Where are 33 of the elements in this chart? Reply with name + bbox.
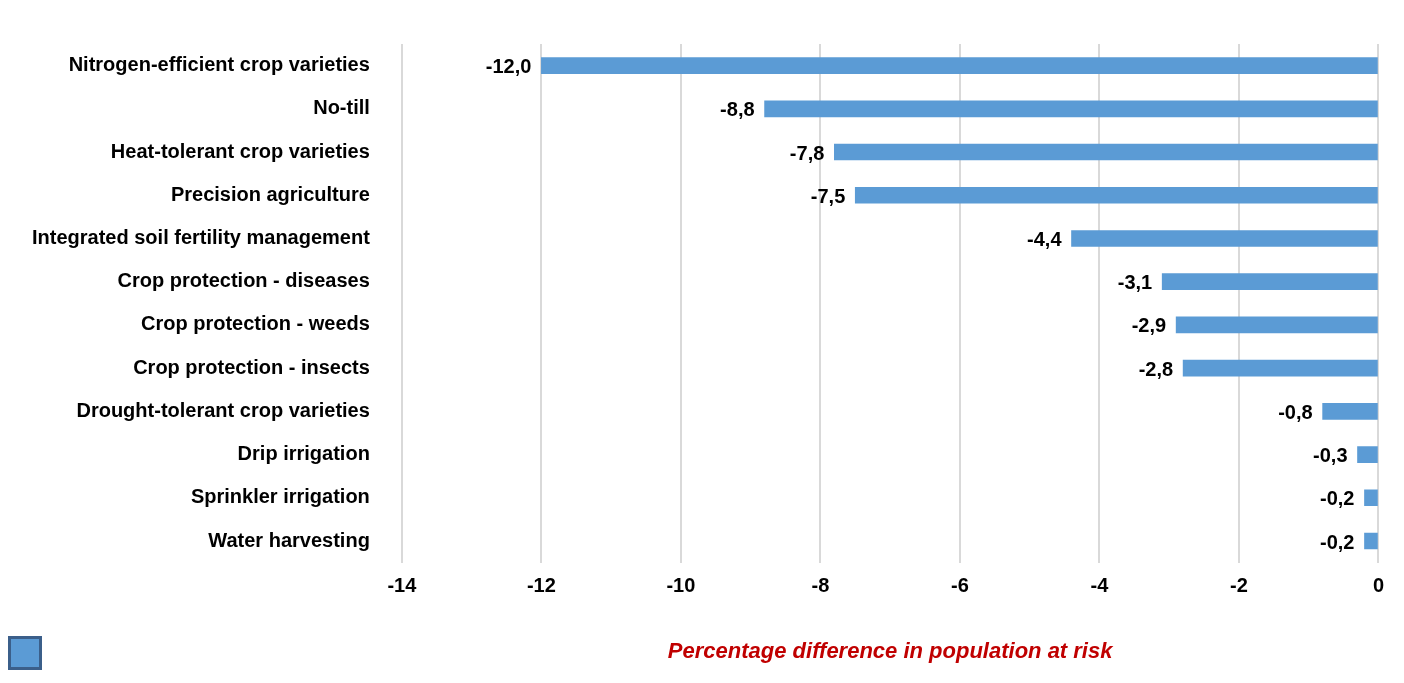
x-tick-label: -8 [811, 574, 830, 597]
data-label: -0,8 [1278, 400, 1313, 423]
y-tick-label: Crop protection - insects [133, 355, 370, 378]
x-tick-label: -12 [526, 574, 556, 597]
y-tick-label: Nitrogen-efficient crop varieties [68, 53, 370, 76]
data-label: -8,8 [720, 98, 755, 121]
data-label: -4,4 [1027, 227, 1063, 250]
y-tick-label: Sprinkler irrigation [190, 485, 370, 508]
x-tick-label: -2 [1230, 574, 1248, 597]
y-tick-label: Precision agriculture [170, 182, 370, 205]
data-label: -0,2 [1320, 487, 1355, 510]
y-tick-label: Drip irrigation [237, 442, 370, 465]
y-tick-label: Drought-tolerant crop varieties [76, 398, 370, 421]
x-tick-label: -10 [666, 574, 696, 597]
data-label: -3,1 [1117, 271, 1153, 294]
y-tick-label: No-till [313, 96, 370, 119]
x-axis-title: Percentage difference in population at risk [667, 637, 1115, 663]
x-tick-label: -4 [1090, 574, 1110, 597]
data-label: -12,0 [485, 55, 532, 78]
y-tick-label: Water harvesting [208, 528, 370, 551]
data-label: -7,8 [789, 141, 825, 164]
x-tick-label: -6 [951, 574, 969, 597]
x-tick-label: -14 [387, 574, 418, 597]
y-tick-label: Crop protection - diseases [117, 269, 370, 292]
data-label: -0,3 [1313, 444, 1348, 467]
x-tick-label: 0 [1372, 574, 1384, 597]
data-label: -2,8 [1138, 357, 1174, 380]
data-label: -7,5 [810, 184, 846, 207]
data-label: -2,9 [1131, 314, 1167, 337]
y-tick-label: Integrated soil fertility management [31, 225, 371, 248]
data-label: -0,2 [1320, 530, 1355, 553]
y-tick-label: Heat-tolerant crop varieties [110, 139, 370, 162]
y-tick-label: Crop protection - weeds [140, 312, 370, 335]
